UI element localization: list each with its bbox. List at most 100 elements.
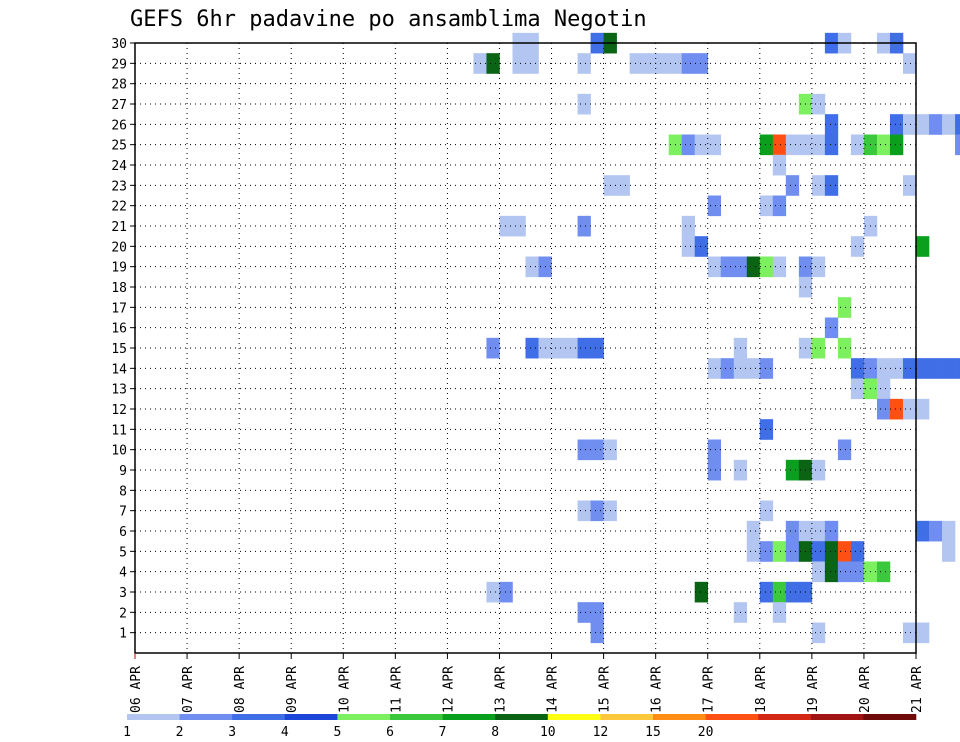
heatmap-cell <box>902 358 917 379</box>
legend-swatch <box>284 714 338 720</box>
y-tick-label: 15 <box>111 342 127 357</box>
y-tick-label: 30 <box>111 37 127 52</box>
legend-swatch <box>600 714 654 720</box>
heatmap-cell <box>759 195 774 217</box>
heatmap-cell <box>929 114 943 135</box>
legend-label: 2 <box>176 725 184 740</box>
heatmap-cell <box>486 53 500 74</box>
heatmap-cell <box>850 358 865 379</box>
heatmap-cell <box>577 500 591 522</box>
x-tick-label: 09 APR <box>285 666 300 713</box>
heatmap-cell <box>824 134 839 156</box>
heatmap-cell <box>655 53 669 74</box>
heatmap-cell <box>720 358 735 379</box>
y-tick-label: 12 <box>111 403 127 418</box>
legend-swatch <box>547 714 601 720</box>
heatmap-cell <box>837 439 852 461</box>
y-tick-label: 11 <box>111 423 127 438</box>
heatmap-cell <box>929 520 943 542</box>
legend-label: 1 <box>123 725 131 740</box>
y-tick-label: 7 <box>119 505 127 520</box>
y-tick-label: 8 <box>119 484 127 499</box>
heatmap-cell <box>590 337 604 359</box>
heatmap-cell <box>916 236 930 257</box>
heatmap-cell <box>811 93 826 115</box>
heatmap-cell <box>720 256 735 278</box>
y-tick-label: 18 <box>111 281 127 296</box>
heatmap-cell <box>902 53 917 74</box>
heatmap-cell <box>772 602 787 623</box>
heatmap-cell <box>486 581 500 603</box>
heatmap-cell <box>707 358 722 379</box>
legend-swatch <box>705 714 759 720</box>
heatmap-cell <box>707 256 722 278</box>
heatmap-cell <box>824 175 839 196</box>
heatmap-cell <box>577 215 591 237</box>
heatmap-cell <box>642 53 656 74</box>
heatmap-cells <box>473 32 960 644</box>
heatmap-cell <box>486 337 500 359</box>
heatmap-cell <box>824 114 839 135</box>
heatmap-cell <box>902 622 917 644</box>
heatmap-cell <box>811 541 826 562</box>
heatmap-cell <box>759 134 774 156</box>
heatmap-cell <box>746 358 761 379</box>
heatmap-cell <box>837 297 852 318</box>
legend-label: 4 <box>281 725 289 740</box>
heatmap-cell <box>902 398 917 420</box>
heatmap-cell <box>746 520 761 542</box>
heatmap-cell <box>876 561 891 583</box>
heatmap-cell <box>499 215 513 237</box>
heatmap-cell <box>916 398 930 420</box>
heatmap-cell <box>772 195 787 217</box>
heatmap-cell <box>707 459 722 481</box>
x-tick-label: 06 APR <box>129 666 144 713</box>
heatmap-cell <box>850 134 865 156</box>
x-tick-label: 19 APR <box>806 666 821 713</box>
heatmap-cell <box>707 134 722 156</box>
heatmap-cell <box>616 175 630 196</box>
heatmap-cell <box>824 541 839 562</box>
heatmap-cell <box>811 256 826 278</box>
heatmap-cell <box>811 175 826 196</box>
heatmap-cell <box>824 520 839 542</box>
heatmap-cell <box>824 317 839 339</box>
heatmap-cell <box>916 358 930 379</box>
heatmap-cell <box>785 134 800 156</box>
y-tick-label: 4 <box>119 566 127 581</box>
y-tick-label: 20 <box>111 240 127 255</box>
heatmap-cell <box>577 53 591 74</box>
legend-swatch <box>653 714 706 720</box>
x-tick-label: 07 APR <box>181 666 196 713</box>
heatmap-cell <box>590 439 604 461</box>
heatmap-cell <box>694 53 709 74</box>
legend-label: 7 <box>439 725 447 740</box>
x-tick-label: 08 APR <box>233 666 248 713</box>
heatmap-cell <box>772 154 787 176</box>
legend-label: 20 <box>698 725 714 740</box>
y-tick-label: 27 <box>111 98 127 113</box>
legend-label: 10 <box>540 725 556 740</box>
heatmap-cell <box>551 337 565 359</box>
heatmap-cell <box>681 134 696 156</box>
heatmap-cell <box>942 358 956 379</box>
heatmap-cell <box>694 236 709 257</box>
heatmap-cell <box>512 215 526 237</box>
heatmap-cell <box>772 541 787 562</box>
heatmap-cell <box>837 561 852 583</box>
heatmap-cell <box>512 53 526 74</box>
heatmap-cell <box>577 602 591 623</box>
y-tick-label: 21 <box>111 220 127 235</box>
heatmap-cell <box>577 337 591 359</box>
heatmap-cell <box>707 195 722 217</box>
y-tick-label: 29 <box>111 57 127 72</box>
heatmap-cell <box>759 256 774 278</box>
x-tick-label: 13 APR <box>493 666 508 713</box>
heatmap-cell <box>525 337 539 359</box>
x-tick-label: 15 APR <box>598 666 613 713</box>
heatmap-cell <box>811 520 826 542</box>
heatmap-cell <box>876 134 891 156</box>
legend-label: 12 <box>593 725 609 740</box>
x-tick-label: 16 APR <box>650 666 665 713</box>
